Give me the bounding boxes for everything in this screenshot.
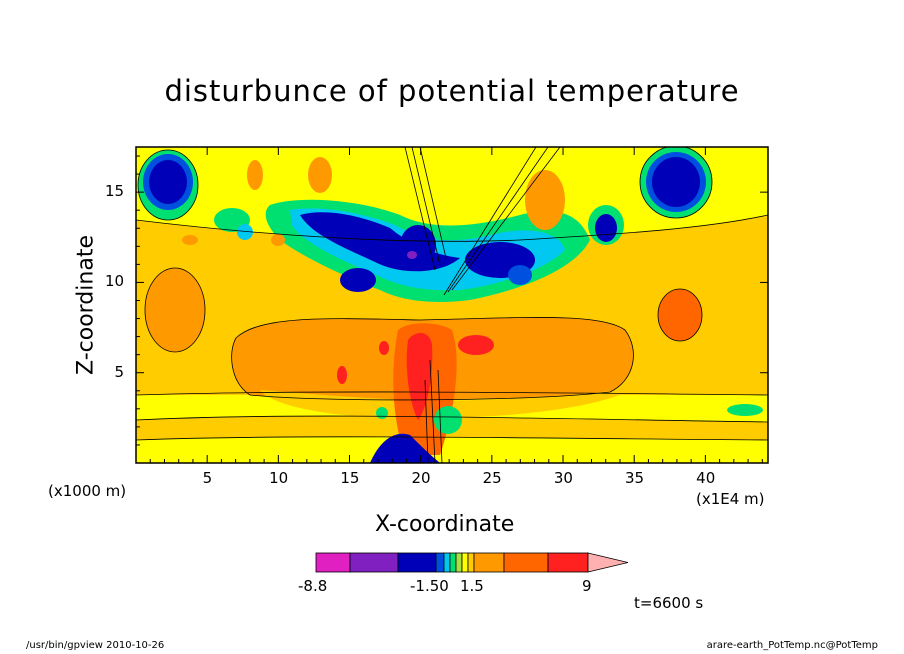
footer-left: /usr/bin/gpview 2010-10-26	[26, 640, 165, 651]
colorbar-segment	[449, 552, 457, 573]
colorbar-segment	[503, 552, 549, 573]
colorbar-segment	[455, 552, 463, 573]
colorbar-segment	[461, 552, 469, 573]
x-tick-label: 5	[202, 469, 213, 487]
x-axis-unit: (x1E4 m)	[696, 490, 765, 508]
plot-frame	[135, 146, 769, 464]
chart-title: disturbunce of potential temperature	[164, 74, 740, 108]
colorbar-arrow	[587, 552, 629, 573]
footer-right: arare-earth_PotTemp.nc@PotTemp	[706, 640, 878, 651]
colorbar	[315, 552, 629, 573]
colorbar-label: -8.8	[298, 577, 328, 595]
y-tick-label: 10	[105, 272, 125, 291]
colorbar-segment	[547, 552, 589, 573]
colorbar-segment	[349, 552, 399, 573]
colorbar-segment	[473, 552, 505, 573]
colorbar-segment	[397, 552, 437, 573]
colorbar-segment	[467, 552, 475, 573]
colorbar-segment	[435, 552, 445, 573]
colorbar-label: 9	[582, 577, 592, 595]
colorbar-segment	[443, 552, 451, 573]
x-axis-label: X-coordinate	[375, 512, 515, 537]
x-tick-label: 15	[340, 469, 360, 487]
y-tick-label: 15	[105, 182, 125, 201]
y-axis-label: Z-coordinate	[73, 235, 99, 375]
x-tick-label: 10	[269, 469, 289, 487]
colorbar-segment	[315, 552, 351, 573]
x-tick-label: 30	[553, 469, 573, 487]
x-tick-label: 35	[624, 469, 645, 487]
colorbar-label: -1.50	[410, 577, 449, 595]
y-axis-unit: (x1000 m)	[48, 482, 127, 500]
x-tick-label: 25	[482, 469, 502, 487]
x-tick-label: 40	[696, 469, 716, 487]
x-tick-label: 20	[411, 469, 431, 487]
y-tick-label: 5	[114, 362, 125, 381]
time-label: t=6600 s	[634, 594, 704, 612]
colorbar-label: 1.5	[460, 577, 484, 595]
contour-field	[136, 147, 768, 463]
